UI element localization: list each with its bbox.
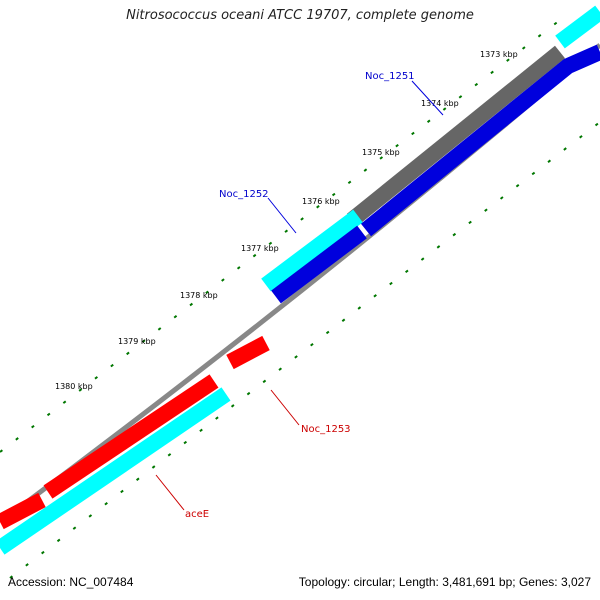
gene-bar-blue-upper <box>360 44 600 237</box>
gene-bar-cyan-top <box>555 5 600 49</box>
tick-label-1380: 1380 kbp <box>55 382 93 391</box>
gene-bar-cyan-lower <box>0 387 231 555</box>
gene-label-noc1253: Noc_1253 <box>301 424 351 435</box>
tick-label-1373: 1373 kbp <box>480 50 518 59</box>
tick-label-1379: 1379 kbp <box>118 337 156 346</box>
gene-bar-gray <box>346 45 566 227</box>
tick-labels: 1373 kbp 1374 kbp 1375 kbp 1376 kbp 1377… <box>55 50 518 391</box>
tick-marks-inner <box>9 121 600 579</box>
leader-noc1252 <box>267 197 297 234</box>
gene-bar-red-main <box>43 374 219 499</box>
gene-label-acee: aceE <box>185 509 209 520</box>
gene-bar-red-small <box>226 335 270 370</box>
tick-label-1374: 1374 kbp <box>421 99 459 108</box>
gene-label-noc1252: Noc_1252 <box>219 189 269 200</box>
map-title: Nitrosococcus oceani ATCC 19707, complet… <box>126 8 474 23</box>
tick-label-1375: 1375 kbp <box>362 148 400 157</box>
tick-label-1377: 1377 kbp <box>241 244 279 253</box>
leader-noc1251 <box>411 80 444 116</box>
accession-label: Accession: NC_007484 <box>8 575 134 589</box>
topology-label: Topology: circular; Length: 3,481,691 bp… <box>298 575 591 589</box>
gene-label-noc1251: Noc_1251 <box>365 71 415 82</box>
gene-bar-cyan-upper <box>261 209 363 292</box>
leader-acee <box>155 474 185 511</box>
leader-noc1253 <box>270 389 300 426</box>
tick-label-1378: 1378 kbp <box>180 291 218 300</box>
tick-label-1376: 1376 kbp <box>302 197 340 206</box>
gene-bar-blue-lower <box>271 225 367 304</box>
gene-bar-red-left <box>0 492 46 530</box>
